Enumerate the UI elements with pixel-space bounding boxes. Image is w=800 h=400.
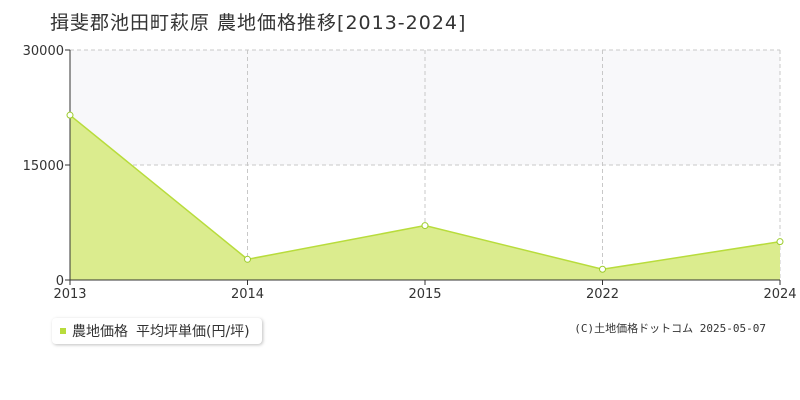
x-tick-label: 2024	[763, 287, 796, 302]
copyright-credit: (C)土地価格ドットコム 2025-05-07	[574, 322, 766, 335]
y-tick-label: 15000	[23, 159, 64, 174]
x-tick-label: 2014	[231, 287, 264, 302]
data-point	[421, 222, 429, 230]
data-point	[599, 265, 606, 273]
data-point	[244, 255, 251, 263]
legend: 農地価格 平均坪単価(円/坪)	[52, 318, 262, 344]
legend-swatch	[60, 328, 66, 334]
chart-title: 揖斐郡池田町萩原 農地価格推移[2013-2024]	[50, 12, 467, 34]
x-tick-label: 2022	[586, 287, 619, 302]
data-point	[66, 111, 74, 119]
area-fill	[70, 115, 780, 281]
legend-unit: 平均坪単価(円/坪)	[136, 324, 250, 340]
data-point	[776, 238, 784, 246]
y-tick-label: 0	[56, 274, 64, 289]
x-tick-label: 2015	[408, 287, 441, 302]
legend-label: 農地価格	[72, 324, 128, 340]
x-tick-label: 2013	[53, 287, 86, 302]
y-tick-label: 30000	[23, 44, 64, 59]
series-points	[66, 111, 784, 273]
axes	[65, 49, 781, 285]
x-tick-labels: 2013 2014 2015 2022 2024	[53, 287, 796, 302]
y-tick-labels: 0 15000 30000	[23, 44, 64, 289]
